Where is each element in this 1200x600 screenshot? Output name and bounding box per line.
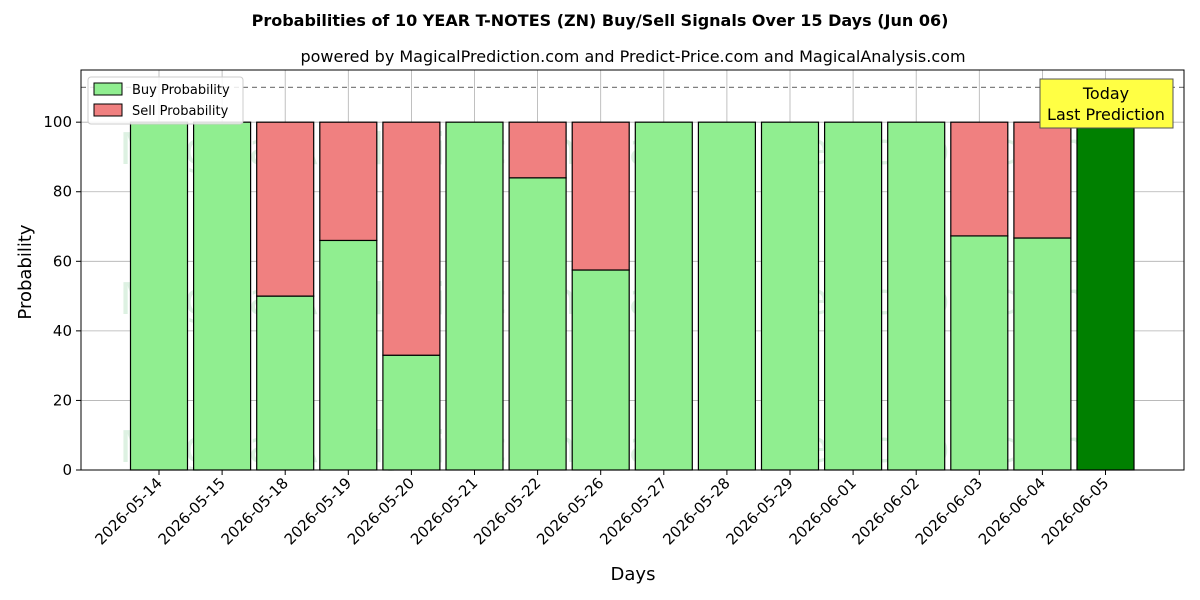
chart-title: Probabilities of 10 YEAR T-NOTES (ZN) Bu… [252,11,949,30]
sell-bar [571,121,630,271]
sell-bar [1013,121,1072,239]
y-tick-label: 100 [43,113,72,131]
x-tick-label: 2026-05-27 [596,474,670,548]
legend-label: Sell Probability [132,104,229,119]
y-tick-label: 60 [53,252,72,270]
legend: Buy Probability Sell Probability [87,76,244,125]
sell-bar [508,121,567,179]
x-axis-label: Days [611,564,656,585]
buy-bar [508,177,567,471]
buy-bar [950,235,1009,471]
x-tick-label: 2026-05-14 [91,474,165,548]
x-tick-label: 2026-06-05 [1038,474,1112,548]
legend-label: Buy Probability [132,83,230,98]
buy-bar [129,121,189,471]
x-tick-label: 2026-05-26 [533,474,607,548]
sell-bar [319,121,378,242]
buy-bar [319,239,378,471]
x-tick-label: 2026-05-19 [281,474,355,548]
x-tick-label: 2026-05-15 [155,474,229,548]
buy-bar [697,121,757,471]
buy-bar [193,121,252,471]
annotation-text: Last Prediction [1047,105,1165,124]
buy-bar [1013,237,1072,471]
annotation-text: Today [1082,84,1129,103]
buy-bar [256,295,315,471]
legend-swatch [93,82,123,96]
sell-bar [256,121,315,297]
x-axis-ticks: 2026-05-142026-05-152026-05-182026-05-19… [91,470,1112,548]
x-tick-label: 2026-05-28 [659,474,733,548]
plot-frame [80,69,1185,471]
y-tick-label: 40 [53,322,72,340]
today-annotation: Today Last Prediction [1039,78,1174,129]
y-tick-label: 80 [53,183,72,201]
buy-bar [823,121,883,471]
buy-bar [382,354,441,471]
y-tick-label: 20 [53,391,72,409]
sell-bar [382,121,441,356]
buy-bar [760,121,820,471]
x-tick-label: 2026-05-18 [218,474,292,548]
x-tick-label: 2026-06-04 [975,474,1049,548]
legend-box [87,76,244,125]
x-tick-label: 2026-05-20 [344,474,418,548]
x-tick-label: 2026-05-21 [407,474,481,548]
y-axis-ticks: 0 20 40 60 80 100 [43,113,81,479]
bars [129,121,1135,471]
x-tick-label: 2026-06-01 [786,474,860,548]
buy-bar [445,121,504,471]
x-tick-label: 2026-05-22 [470,474,544,548]
chart-subtitle: powered by MagicalPrediction.com and Pre… [300,47,965,66]
y-axis-label: Probability [15,224,36,319]
x-tick-label: 2026-06-03 [912,474,986,548]
x-tick-label: 2026-06-02 [849,474,923,548]
buy-bar [1076,121,1135,471]
annotation-box [1039,78,1174,129]
x-tick-label: 2026-05-29 [722,474,796,548]
buy-bar [634,121,693,471]
buy-bar [887,121,946,471]
buy-bar [571,269,630,471]
y-tick-label: 0 [62,461,72,479]
sell-bar [950,121,1009,237]
legend-swatch [93,103,123,117]
